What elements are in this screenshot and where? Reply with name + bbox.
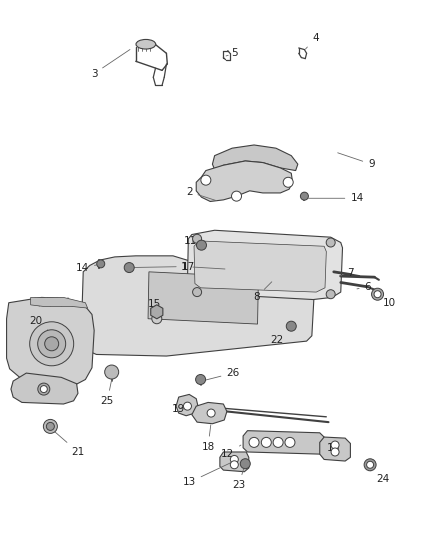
Circle shape xyxy=(300,192,308,200)
Circle shape xyxy=(184,402,191,410)
Text: 4: 4 xyxy=(305,34,319,49)
Text: 14: 14 xyxy=(308,193,364,203)
Text: 6: 6 xyxy=(357,282,371,292)
Polygon shape xyxy=(31,297,88,308)
Circle shape xyxy=(105,365,119,379)
Polygon shape xyxy=(81,256,315,356)
Circle shape xyxy=(124,263,134,272)
Circle shape xyxy=(230,455,238,464)
Circle shape xyxy=(97,260,105,268)
Text: 14: 14 xyxy=(76,263,97,272)
Circle shape xyxy=(371,288,384,300)
Polygon shape xyxy=(151,305,163,319)
Polygon shape xyxy=(176,394,198,416)
Circle shape xyxy=(197,240,206,250)
Polygon shape xyxy=(320,437,350,461)
Circle shape xyxy=(38,330,66,358)
Circle shape xyxy=(43,419,57,433)
Circle shape xyxy=(232,191,241,201)
Circle shape xyxy=(331,448,339,456)
Circle shape xyxy=(240,459,250,469)
Text: 18: 18 xyxy=(201,425,215,451)
Text: 1: 1 xyxy=(180,262,225,271)
Polygon shape xyxy=(196,161,293,201)
Text: 2: 2 xyxy=(186,187,216,200)
Text: 26: 26 xyxy=(204,368,240,381)
Circle shape xyxy=(40,385,47,393)
Circle shape xyxy=(367,461,374,469)
Text: 8: 8 xyxy=(253,282,272,302)
Polygon shape xyxy=(194,241,326,292)
Circle shape xyxy=(249,438,259,447)
Circle shape xyxy=(207,409,215,417)
Text: 11: 11 xyxy=(184,236,201,246)
Text: 5: 5 xyxy=(226,49,238,58)
Text: 12: 12 xyxy=(221,445,241,459)
Text: 25: 25 xyxy=(101,376,114,406)
Polygon shape xyxy=(220,452,249,472)
Circle shape xyxy=(30,322,74,366)
Circle shape xyxy=(45,337,59,351)
Polygon shape xyxy=(187,230,343,300)
Text: 10: 10 xyxy=(378,296,396,308)
Polygon shape xyxy=(11,373,78,404)
Polygon shape xyxy=(243,431,324,454)
Circle shape xyxy=(326,238,335,247)
Circle shape xyxy=(196,375,205,384)
Circle shape xyxy=(273,438,283,447)
Ellipse shape xyxy=(136,39,156,49)
Polygon shape xyxy=(192,402,227,424)
Circle shape xyxy=(285,438,295,447)
Circle shape xyxy=(286,321,296,331)
Circle shape xyxy=(193,288,201,296)
Circle shape xyxy=(331,441,339,449)
Circle shape xyxy=(46,422,54,431)
Polygon shape xyxy=(148,272,258,324)
Circle shape xyxy=(374,290,381,298)
Text: 9: 9 xyxy=(338,153,375,169)
Text: 19: 19 xyxy=(172,405,185,414)
Text: 21: 21 xyxy=(54,431,85,457)
Circle shape xyxy=(230,461,238,469)
Text: 23: 23 xyxy=(232,469,245,490)
Text: 13: 13 xyxy=(183,462,232,487)
Circle shape xyxy=(152,314,162,324)
Polygon shape xyxy=(212,145,298,171)
Text: 16: 16 xyxy=(327,443,340,453)
Circle shape xyxy=(261,438,271,447)
Circle shape xyxy=(364,459,376,471)
Circle shape xyxy=(283,177,293,187)
Text: 24: 24 xyxy=(370,469,390,483)
Circle shape xyxy=(326,290,335,298)
Text: 20: 20 xyxy=(29,316,48,330)
Circle shape xyxy=(201,175,211,185)
Text: 15: 15 xyxy=(148,299,161,314)
Text: 7: 7 xyxy=(339,268,354,278)
Circle shape xyxy=(193,235,201,243)
Text: 3: 3 xyxy=(91,50,130,78)
Polygon shape xyxy=(7,297,94,388)
Circle shape xyxy=(38,383,50,395)
Text: 17: 17 xyxy=(132,262,195,271)
Text: 22: 22 xyxy=(270,329,290,345)
